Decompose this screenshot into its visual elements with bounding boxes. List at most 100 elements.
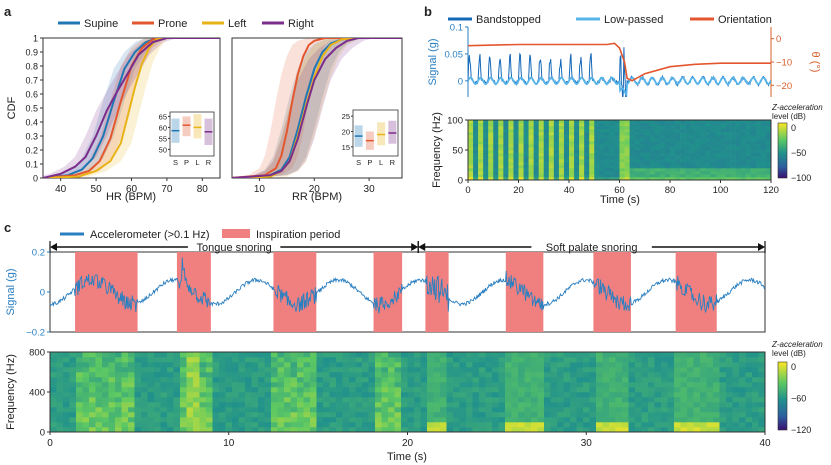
b-spec-cell [690, 162, 696, 166]
c-spec-cell [680, 417, 688, 423]
b-spec-cell [735, 165, 741, 169]
b-spec-cell [649, 141, 656, 145]
c-spec-cell [511, 352, 519, 358]
b-colorbar-title-1: Z-acceleration [771, 103, 823, 112]
c-spec-cell [615, 392, 623, 398]
c-spec-cell [667, 412, 675, 418]
b-spec-cell [735, 147, 741, 151]
c-spec-cell [700, 352, 707, 358]
c-spec-cell [752, 387, 759, 393]
y-tick-label: 0.7 [25, 76, 38, 86]
b-spec-cell [548, 144, 555, 148]
c-spec-cell [115, 397, 122, 403]
c-spec-cell [225, 402, 233, 408]
c-spec-cell [167, 427, 174, 433]
c-spec-cell [310, 417, 317, 423]
c-spec-cell [128, 427, 135, 433]
c-spec-cell [76, 357, 83, 363]
b-spec-cell [533, 162, 539, 166]
c-spec-cell [160, 372, 168, 378]
b-spec-cell [634, 138, 640, 142]
c-spec-cell [290, 412, 298, 418]
c-spec-cell [147, 412, 155, 418]
b-spec-cell [670, 168, 676, 172]
b-spec-cell [750, 150, 757, 154]
b-spec-cell [599, 150, 605, 154]
b-spec-cell [604, 138, 610, 142]
b-spec-cell [478, 141, 484, 145]
b-spec-cell [614, 165, 620, 169]
b-spec-cell [730, 129, 736, 133]
b-spec-cell [543, 168, 550, 172]
b-spec-cell [644, 120, 651, 124]
c-spec-cell [641, 397, 649, 403]
c-spec-cell [141, 407, 148, 413]
c-spec-cell [121, 417, 129, 423]
c-spec-cell [89, 412, 96, 418]
b-spec-cell [579, 144, 585, 148]
c-spec-cell [225, 412, 233, 418]
b-spec-cell [760, 123, 767, 127]
b-spec-cell [624, 171, 630, 175]
c-spec-cell [628, 377, 636, 383]
c-spec-cell [264, 402, 272, 408]
c-spec-cell [297, 362, 304, 368]
c-spec-cell [674, 357, 681, 363]
c-spec-cell [238, 412, 246, 418]
b-spec-cell [760, 120, 767, 124]
b-spec-cell [488, 123, 494, 127]
c-spec-cell [329, 387, 337, 393]
c-spec-cell [186, 402, 194, 408]
b-spec-cell [513, 153, 519, 157]
c-spec-cell [141, 392, 148, 398]
b-spec-cell [685, 177, 691, 181]
c-spec-cell [453, 422, 460, 428]
b-spec-cell [528, 132, 534, 136]
c-spec-cell [160, 427, 168, 433]
c-spec-cell [258, 362, 265, 368]
c-colorbar-tick-label: 0 [791, 362, 796, 372]
b-spec-cell [735, 156, 741, 160]
c-spec-cell [212, 412, 220, 418]
b-spec-cell [659, 153, 666, 157]
c-spec-cell [219, 352, 226, 358]
b-spec-cell [725, 162, 731, 166]
b-spec-cell [629, 156, 635, 160]
c-spec-cell [141, 377, 148, 383]
c-spec-cell [635, 407, 642, 413]
b-spec-cell [548, 147, 555, 151]
c-spec-cell [453, 417, 460, 423]
c-spec-cell [310, 382, 317, 388]
b-spec-cell [624, 156, 630, 160]
b-spec-cell [675, 177, 681, 181]
c-spec-cell [407, 357, 415, 363]
b-spec-cell [483, 177, 489, 181]
b-spec-cell [675, 162, 681, 166]
b-spec-cell [493, 129, 499, 133]
b-spec-cell [508, 123, 514, 127]
b-spec-cell [659, 138, 666, 142]
c-spec-cell [50, 417, 57, 423]
c-spec-cell [212, 387, 220, 393]
c-spec-cell [375, 362, 382, 368]
c-spec-cell [446, 362, 454, 368]
b-spec-cell [604, 156, 610, 160]
c-spec-cell [342, 362, 350, 368]
c-spec-cell [251, 402, 259, 408]
b-spec-cell [483, 138, 489, 142]
c-spec-cell [745, 417, 753, 423]
c-spec-cell [394, 392, 402, 398]
c-spec-cell [173, 407, 181, 413]
c-spec-cell [401, 422, 408, 428]
b-spec-cell [695, 147, 701, 151]
c-spec-cell [167, 422, 174, 428]
c-spec-cell [355, 422, 363, 428]
c-spec-cell [394, 362, 402, 368]
b-spec-cell [685, 120, 691, 124]
c-spec-cell [362, 422, 369, 428]
c-spec-cell [95, 402, 103, 408]
b-spec-cell [765, 129, 772, 133]
c-spec-cell [576, 392, 584, 398]
c-spec-cell [290, 357, 298, 363]
x-tick-label: 70 [161, 184, 173, 195]
